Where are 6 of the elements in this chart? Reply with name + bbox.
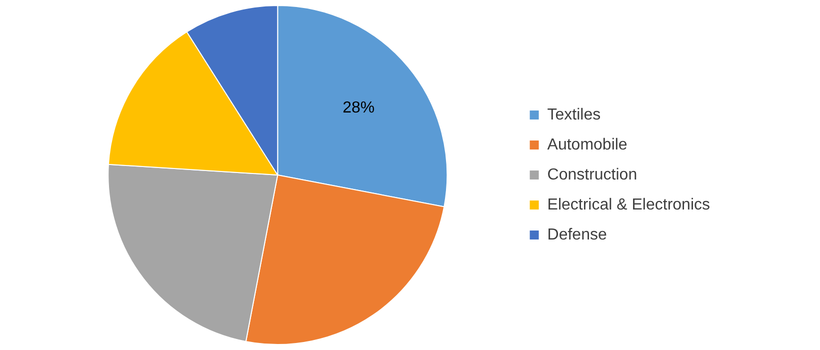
legend-label: Construction — [547, 166, 638, 184]
legend-label: Electrical & Electronics — [547, 196, 710, 214]
data-label: 28% — [342, 99, 375, 116]
legend-label: Textiles — [547, 106, 601, 124]
legend-label: Defense — [547, 226, 607, 244]
legend-label: Automobile — [547, 136, 628, 154]
